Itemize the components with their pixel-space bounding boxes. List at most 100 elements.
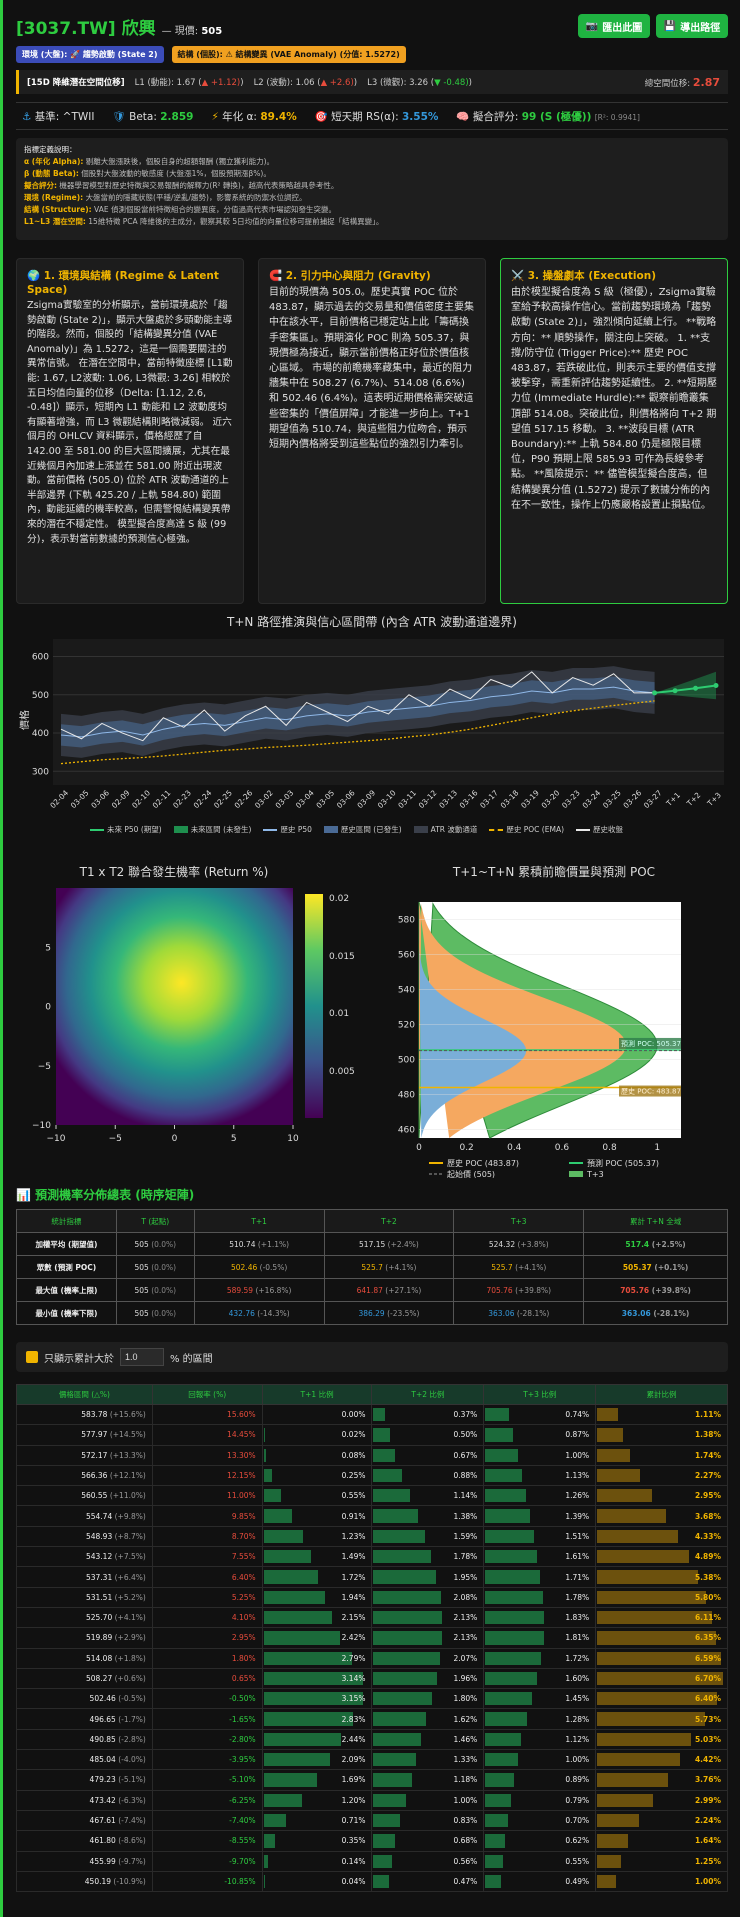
price-level: 479.23 (-5.1%)	[16, 1769, 153, 1791]
ratio-cell: 1.12%	[483, 1728, 597, 1751]
ratio-cell: 2.79%	[261, 1647, 373, 1669]
fit-metric: 🧠 擬合評分: 99 (S (極優)) [R²: 0.9941]	[456, 110, 640, 123]
table-row: 479.23 (-5.1%) -5.10% 1.69% 1.18% 0.89% 3.76%	[16, 1769, 728, 1791]
ratio-cell: 1.78%	[483, 1586, 597, 1608]
ratio-cell: 2.42%	[261, 1627, 373, 1649]
x-tick-label: 03-12	[417, 788, 439, 810]
return-cell: 0.65%	[151, 1667, 263, 1690]
cumulative-cell: 5.38%	[595, 1566, 728, 1588]
colorbar-tick: 0.02	[329, 894, 349, 904]
ptable-header: T+3 比例	[483, 1384, 597, 1405]
chart1-title: T+N 路徑推演與信心區間帶 (內含 ATR 波動通道邊界)	[226, 614, 517, 629]
return-cell: 5.25%	[151, 1586, 263, 1608]
ratio-cell: 0.25%	[261, 1464, 373, 1487]
accent-bar	[0, 0, 3, 1917]
stats-row: 最大值 (機率上限) 505 (0.0%) 589.59 (+16.8%) 641.8…	[16, 1278, 728, 1302]
y-tick-label: 400	[32, 729, 49, 739]
table-row: 455.99 (-9.7%) -9.70% 0.14% 0.56% 0.55% 1.25%	[16, 1850, 728, 1872]
return-cell: -8.55%	[151, 1830, 263, 1852]
cumulative-cell: 2.24%	[595, 1809, 728, 1832]
ratio-cell: 0.91%	[261, 1505, 373, 1527]
heatmap-x-tick: 0	[172, 1134, 178, 1144]
cumulative-cell: 1.11%	[595, 1403, 728, 1426]
execution-card: ⚔️ 3. 操盤劇本 (Execution) 由於模型擬合度為 S 級（極優），…	[500, 258, 728, 604]
price-level: 455.99 (-9.7%)	[16, 1850, 153, 1872]
price-label: — 現價:	[161, 26, 199, 37]
x-tick-label: 03-05	[69, 788, 91, 810]
stats-cell: 524.32 (+3.8%)	[453, 1232, 585, 1256]
x-tick-label: 03-26	[621, 788, 643, 810]
x-tick-label: 03-17	[478, 788, 500, 810]
heatmap-y-tick: −10	[32, 1121, 51, 1131]
filter-label: 只顯示累計大於	[44, 1353, 114, 1365]
return-cell: 15.60%	[151, 1403, 263, 1426]
ratio-cell: 2.13%	[371, 1606, 485, 1629]
x-tick-label: 02-11	[151, 788, 173, 810]
ratio-cell: 0.88%	[371, 1464, 485, 1487]
stats-cell: 505.37 (+0.1%)	[583, 1255, 728, 1279]
history-poc-label: 歷史 POC: 483.87	[621, 1087, 681, 1096]
stats-cell: 641.87 (+27.1%)	[323, 1278, 455, 1302]
def-beta: β (動態 Beta): 個股對大盤波動的敏感度 (大盤漲1%，個股預期漲β%)…	[24, 169, 271, 178]
ratio-cell: 0.71%	[261, 1809, 373, 1832]
ratio-cell: 2.08%	[371, 1586, 485, 1608]
ratio-cell: 1.49%	[261, 1546, 373, 1568]
cumulative-cell: 1.74%	[595, 1444, 728, 1466]
threshold-input[interactable]	[120, 1348, 164, 1366]
page-title: [3037.TW] 欣興 — 現價: 505	[16, 14, 222, 39]
ratio-cell: 1.38%	[371, 1505, 485, 1527]
ratio-cell: 2.15%	[261, 1606, 373, 1629]
stats-cell: 510.74 (+1.1%)	[193, 1232, 325, 1256]
profile-y-tick: 580	[398, 915, 415, 925]
x-tick-label: 02-24	[192, 788, 214, 810]
cumulative-cell: 1.38%	[595, 1424, 728, 1446]
gravity-card: 🧲 2. 引力中心與阻力 (Gravity) 目前的現價為 505.0。歷史真實…	[258, 258, 486, 604]
return-cell: 8.70%	[151, 1525, 263, 1548]
return-cell: -7.40%	[151, 1809, 263, 1832]
disk-icon: 💾	[663, 20, 677, 32]
ratio-cell: 0.70%	[483, 1809, 597, 1832]
profile-legend-entry: 歷史 POC (483.87)	[447, 1158, 519, 1168]
ratio-cell: 0.49%	[483, 1870, 597, 1893]
profile-y-tick: 520	[398, 1020, 415, 1030]
price-level: 514.08 (+1.8%)	[16, 1647, 153, 1669]
price-level: 508.27 (+0.6%)	[16, 1667, 153, 1690]
heatmap-title: T1 x T2 聯合發生機率 (Return %)	[79, 864, 269, 879]
heatmap-x-tick: −5	[109, 1134, 122, 1144]
cumulative-cell: 4.33%	[595, 1525, 728, 1548]
cumulative-cell: 2.27%	[595, 1464, 728, 1487]
return-cell: -6.25%	[151, 1789, 263, 1811]
x-tick-label: 02-25	[212, 788, 234, 810]
cumulative-cell: 6.59%	[595, 1647, 728, 1669]
export-image-button[interactable]: 📷 匯出此圖	[578, 14, 650, 38]
price-level: 496.65 (-1.7%)	[16, 1708, 153, 1730]
ratio-cell: 0.74%	[483, 1403, 597, 1426]
stats-header: T+2	[323, 1209, 455, 1233]
cumulative-cell: 6.11%	[595, 1606, 728, 1629]
export-path-button[interactable]: 💾 導出路徑	[656, 14, 728, 38]
x-tick-label: T+3	[705, 790, 723, 808]
price-level: 502.46 (-0.5%)	[16, 1688, 153, 1710]
x-tick-label: 03-02	[253, 788, 275, 810]
filter-checkbox[interactable]	[26, 1351, 38, 1363]
future-point	[713, 682, 719, 688]
ratio-cell: 0.50%	[371, 1424, 485, 1446]
return-cell: -5.10%	[151, 1769, 263, 1791]
history-poc-line	[60, 700, 655, 765]
cumulative-cell: 1.64%	[595, 1830, 728, 1852]
l1-value: L1 (動能): 1.67 (▲ +1.12))	[134, 78, 244, 88]
brain-icon: 🧠	[456, 110, 470, 123]
x-tick-label: 02-23	[171, 788, 193, 810]
price-level: 461.80 (-8.6%)	[16, 1830, 153, 1852]
x-tick-label: 03-09	[355, 788, 377, 810]
execution-card-body: 由於模型擬合度為 S 級（極優），Zsigma實驗室給予較高操作信心。當前趨勢環…	[511, 287, 717, 511]
x-tick-label: T+1	[664, 790, 682, 808]
x-tick-label: 03-06	[89, 788, 111, 810]
stats-cell: 705.76 (+39.8%)	[583, 1278, 728, 1302]
return-cell: 4.10%	[151, 1606, 263, 1629]
cumulative-cell: 3.76%	[595, 1769, 728, 1791]
latent-status-bar: [15D 降維潛在空間位移] L1 (動能): 1.67 (▲ +1.12)) …	[16, 70, 728, 94]
stats-header: T (起點)	[115, 1209, 195, 1233]
x-tick-label: 03-25	[601, 788, 623, 810]
table-row: 548.93 (+8.7%) 8.70% 1.23% 1.59% 1.51% 4.33%	[16, 1525, 728, 1548]
